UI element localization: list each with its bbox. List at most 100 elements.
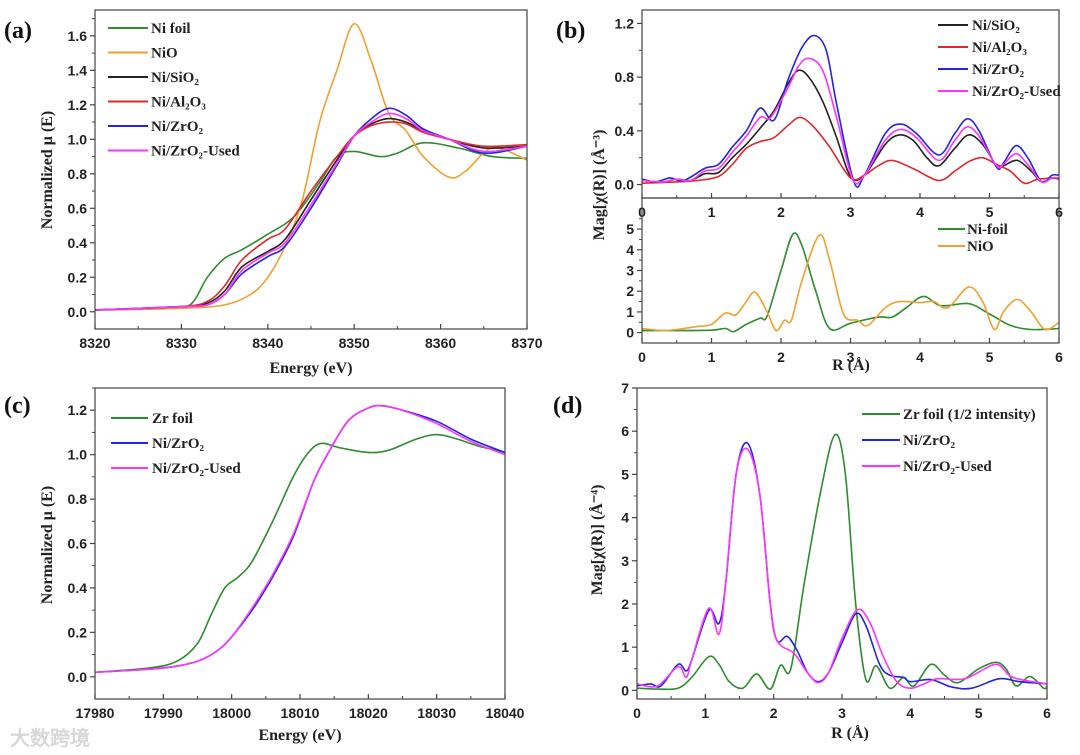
x-tick-label: 8360 [425,335,456,351]
legend-label: Ni/ZrO₂ [151,119,203,135]
legend-item: Ni/ZrO₂-Used [108,144,240,160]
y-tick-label: 0.0 [68,304,88,320]
y-tick-label: 0.6 [68,200,88,216]
legend-item: NiO [938,239,994,255]
y-tick-label: 0.8 [615,69,635,85]
legend-item: Ni/ZrO₂-Used [938,84,1061,100]
legend-item: Ni/ZrO₂ [111,436,204,452]
x-tick-label: 2 [777,204,785,220]
x-tick-label: 3 [847,349,855,365]
plot-frame [636,387,1048,700]
legend-label: Ni-foil [967,222,1008,238]
y-tick-label: 2 [621,596,629,612]
y-tick-label: 5 [626,221,634,237]
x-tick-label: 5 [986,204,994,220]
x-tick-label: 1 [708,204,716,220]
legend: Zr foil Ni/ZrO₂ Ni/ZrO₂-Used [111,411,241,477]
series-line-ni-foil [95,141,527,311]
chart-panel-a: 8320 8330 8340 8350 8360 8370 0.0 0.2 0.4 0.6 0.8 1… [4,9,543,377]
legend-item: Ni/ZrO₂ [108,119,203,135]
legend-label: Zr foil [152,411,193,427]
legend-item: Zr foil (1/2 intensity) [862,407,1036,423]
y-axis-title: Normalized μ (E) [39,111,56,229]
y-axis-title: Normalized μ (E) [39,486,56,604]
legend-label: Ni/SiO₂ [151,70,199,86]
y-tick-label: 1.2 [68,402,88,418]
legend-label: Zr foil (1/2 intensity) [903,407,1036,423]
x-tick-label: 18000 [212,705,251,721]
legend-label: NiO [151,46,178,62]
y-axis-title: Mag[χ(R)] (Å⁻³) [590,130,608,241]
y-tick-label: 1.2 [615,15,635,31]
legend-label: Ni/ZrO₂ [903,433,955,449]
series-line-ni-zro- [95,107,527,311]
legend-label: Ni/SiO₂ [972,18,1020,34]
series-line-ni-zro-used [637,447,1047,690]
x-axis-title: Energy (eV) [258,727,341,744]
chart-panel-d: 0 1 2 3 4 5 6 0 1 2 3 4 5 6 7 R (Å) Mag[χ(R)] (Å⁻⁴) (d) Zr… [553,380,1051,742]
panel-label: (a) [4,18,32,44]
x-tick-label: 2 [777,349,785,365]
x-tick-label: 5 [975,705,983,721]
legend: Ni/SiO₂ Ni/Al₂O₃ Ni/ZrO₂ Ni/ZrO₂-Used [938,18,1061,100]
legend-label: Ni/ZrO₂-Used [152,461,241,477]
legend-item: Ni foil [108,21,191,37]
x-tick-label: 1 [701,705,709,721]
legend-label: Ni/ZrO₂-Used [903,459,992,475]
panel-label: (c) [4,393,31,419]
x-tick-label: 6 [1043,705,1051,721]
y-axis-title: Mag[χ(R)] (Å⁻⁴) [588,485,606,596]
y-tick-label: 0.8 [68,166,88,182]
legend-item: Ni/ZrO₂-Used [862,459,992,475]
legend: Ni foil NiO Ni/SiO₂ Ni/Al₂O₃ Ni/ZrO₂ Ni/ZrO₂-… [108,21,240,160]
x-tick-label: 3 [838,705,846,721]
series-line-ni-zro-used [95,404,505,674]
series-line-ni-zro- [637,441,1047,690]
y-tick-label: 0.2 [68,269,88,285]
y-tick-label: 0.0 [68,669,88,685]
legend-label: Ni/ZrO₂-Used [972,84,1061,100]
y-tick-label: 1.0 [68,447,88,463]
y-tick-label: 2 [626,283,634,299]
x-axis-title: Energy (eV) [269,360,352,377]
x-tick-label: 0 [633,705,641,721]
legend-item: Ni/Al₂O₃ [108,95,206,111]
y-tick-label: 1 [626,304,634,320]
x-axis-title: R (Å) [832,356,870,374]
legend-item: Ni/ZrO₂ [862,433,955,449]
x-tick-label: 8320 [79,335,110,351]
chart-panel-c: 17980 17990 18000 18010 18020 18030 18040 0.0 0.… [4,387,525,744]
legend-label: NiO [967,239,994,255]
legend-item: Ni/ZrO₂-Used [111,461,241,477]
y-tick-label: 0 [621,682,629,698]
legend-label: Ni/ZrO₂ [972,62,1024,78]
x-tick-label: 0 [638,349,646,365]
series-line-ni-al-o- [95,121,527,311]
y-tick-label: 0.0 [615,177,635,193]
x-tick-label: 17990 [144,705,183,721]
x-axis-title: R (Å) [831,724,869,742]
y-tick-label: 0.4 [68,580,88,596]
series-line-ni-zro-used [642,57,1059,185]
y-tick-label: 0.6 [68,536,88,552]
legend-label: Ni foil [151,21,191,37]
legend-label: Ni/Al₂O₃ [151,95,206,111]
series-line-ni-zro-used [95,112,527,311]
y-tick-label: 3 [621,553,629,569]
legend-item: Ni-foil [938,222,1008,238]
series-line-ni-foil [642,232,1059,333]
x-tick-label: 8340 [252,335,283,351]
y-tick-label: 1.4 [68,62,88,78]
y-tick-label: 7 [621,380,629,396]
x-tick-label: 8330 [166,335,197,351]
series-line-zr-foil [95,433,505,674]
x-tick-label: 1 [708,349,716,365]
y-tick-label: 5 [621,466,629,482]
y-tick-label: 1.6 [68,28,88,44]
legend-item: Ni/SiO₂ [108,70,199,86]
x-tick-label: 18030 [417,705,456,721]
y-tick-label: 0.2 [68,624,88,640]
